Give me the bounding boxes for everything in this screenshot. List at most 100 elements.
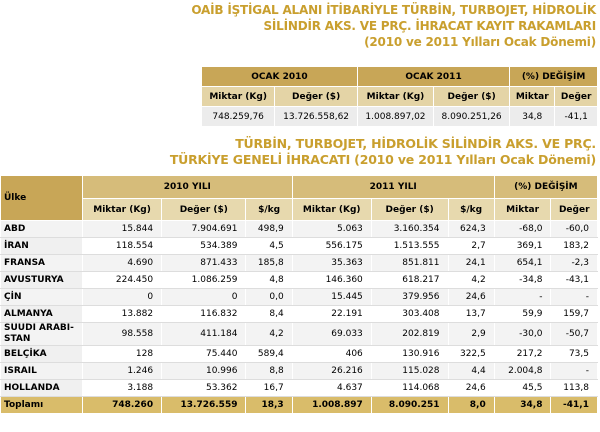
column-header: Miktar (Kg) [81,198,163,221]
cell: 4.637 [291,379,372,397]
cell: 22.191 [291,305,372,323]
group-header: OCAK 2011 [356,66,511,87]
column-row: Miktar (Kg) Değer ($) Miktar (Kg) Değer ($)… [200,86,598,107]
cell: 4,4 [447,362,495,380]
group-header: (%) DEĞİŞİM [509,66,598,87]
cell: 15.445 [291,288,372,306]
cell: 13.882 [81,305,163,323]
cell: 130.916 [370,345,449,363]
total-cell: 34,8 [493,396,552,414]
cell: -34,8 [493,271,552,289]
cell: 15.844 [81,220,163,238]
cell: 303.408 [370,305,449,323]
cell: 411.184 [161,322,247,346]
cell: 13.726.558,62 [274,106,358,127]
title-line: TÜRKİYE GENELİ İHRACATI (2010 ve 2011 Yı… [169,152,596,167]
cell: 748.259,76 [200,106,276,127]
cell: 589,4 [245,345,293,363]
cell: 10.996 [161,362,247,380]
country: AVUSTURYA [0,271,83,289]
cell: 34,8 [509,106,556,127]
cell: 0 [161,288,247,306]
title-line: SİLİNDİR AKS. VE PRÇ. İHRACAT KAYIT RAKA… [263,19,596,33]
data-row: İRAN 118.554 534.389 4,5 556.175 1.513.555 2,7… [0,237,598,255]
cell: 369,1 [493,237,552,255]
total-cell: 8,0 [447,396,495,414]
cell: 217,2 [493,345,552,363]
country: BELÇİKA [0,345,83,363]
cell: 185,8 [245,254,293,272]
cell: -50,7 [550,322,598,346]
section-title: TÜRBİN, TURBOJET, HİDROLİK SİLİNDİR AKS.… [170,136,596,168]
column-header: Değer ($) [161,198,247,221]
column-header: $/kg [245,198,293,221]
cell: 116.832 [161,305,247,323]
cell: 7.904.691 [161,220,247,238]
cell: - [493,288,552,306]
column-header: Miktar (Kg) [200,86,276,107]
summary-table: OCAK 2010 OCAK 2011 (%) DEĞİŞİM Miktar (Kg)… [200,66,598,127]
data-row: HOLLANDA 3.188 53.362 16,7 4.637 114.068 24,6 4… [0,379,598,397]
cell: 115.028 [370,362,449,380]
cell: 3.160.354 [370,220,449,238]
cell: 113,8 [550,379,598,397]
cell: 202.819 [370,322,449,346]
cell: -41,1 [554,106,598,127]
cell: 4,5 [245,237,293,255]
column-header: Değer ($) [274,86,358,107]
cell: 406 [291,345,372,363]
cell: 4,8 [245,271,293,289]
country: ABD [0,220,83,238]
data-row: ÇİN 0 0 0,0 15.445 379.956 24,6- - [0,288,598,306]
column-header: Miktar [493,198,552,221]
cell: 379.956 [370,288,449,306]
cell: 8,8 [245,362,293,380]
cell: 556.175 [291,237,372,255]
country: İRAN [0,237,83,255]
cell: 1.246 [81,362,163,380]
cell: 1.086.259 [161,271,247,289]
country: HOLLANDA [0,379,83,397]
total-cell: 13.726.559 [161,396,247,414]
total-row: Toplamı 748.260 13.726.559 18,3 1.008.897 8.0… [0,396,598,414]
cell: 1.008.897,02 [356,106,435,127]
cell: 851.811 [370,254,449,272]
cell: 24,1 [447,254,495,272]
group-header: 2010 YILI [82,175,293,199]
cell: 128 [81,345,163,363]
cell: 4,2 [245,322,293,346]
data-row: AVUSTURYA 224.450 1.086.259 4,8 146.360 618.2… [0,271,598,289]
cell: 24,6 [447,288,495,306]
cell: 871.433 [161,254,247,272]
cell: -30,0 [493,322,552,346]
cell: 45,5 [493,379,552,397]
cell: 0 [81,288,163,306]
cell: -68,0 [493,220,552,238]
data-row: FRANSA 4.690 871.433 185,8 35.363 851.811 24,1… [0,254,598,272]
total-cell: 748.260 [81,396,163,414]
cell: 4,2 [447,271,495,289]
cell: 13,7 [447,305,495,323]
group-header: 2011 YILI [291,175,495,199]
group-header: OCAK 2010 [201,66,358,87]
cell: 69.033 [291,322,372,346]
cell: 146.360 [291,271,372,289]
country: FRANSA [0,254,83,272]
data-row: 748.259,76 13.726.558,62 1.008.897,02 8.090… [200,106,598,127]
cell: 8,4 [245,305,293,323]
main-title: OAİB İŞTİGAL ALANI İTİBARİYLE TÜRBİN, TU… [191,2,596,50]
cell: 183,2 [550,237,598,255]
country: ALMANYA [0,305,83,323]
cell: 0,0 [245,288,293,306]
cell: - [550,288,598,306]
group-header: (%) DEĞİŞİM [493,175,599,199]
cell: 5.063 [291,220,372,238]
column-row: Miktar (Kg) Değer ($) $/kg Miktar (Kg) Değer… [1,198,598,221]
cell: 224.450 [81,271,163,289]
cell: 118.554 [81,237,163,255]
data-row: BELÇİKA 128 75.440 589,4 406 130.916 322,5 217,… [0,345,598,363]
country: ISRAIL [0,362,83,380]
group-row: OCAK 2010 OCAK 2011 (%) DEĞİŞİM [201,66,598,87]
cell: 2,9 [447,322,495,346]
